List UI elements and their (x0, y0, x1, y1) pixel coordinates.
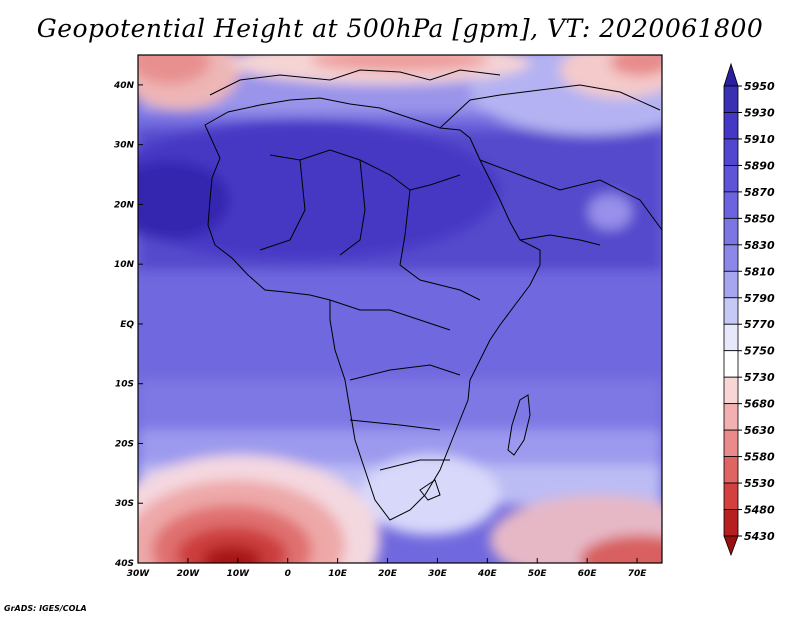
colorbar-swatch (723, 429, 739, 457)
colorbar-swatch (723, 509, 739, 537)
colorbar-level-label: 5890 (744, 159, 775, 172)
lon-tick-label: 10E (328, 569, 348, 579)
lat-tick-label: EQ (120, 320, 134, 330)
lon-tick-label: 10W (227, 569, 251, 579)
colorbar-level-label: 5530 (744, 477, 775, 490)
longitude-axis: 30W 20W 10W 0 10E 20E 30E 40E 50E 60E 70E (127, 558, 647, 579)
lon-tick-label: 40E (477, 569, 498, 579)
colorbar-swatch (723, 456, 739, 484)
plot-frame (137, 54, 663, 564)
colorbar-level-label: 5930 (744, 106, 775, 119)
height-field (138, 55, 662, 563)
lat-tick-label: 30S (115, 499, 134, 509)
lon-tick-label: 30E (428, 569, 448, 579)
lon-tick-label: 70E (628, 569, 648, 579)
colorbar-min-arrow (723, 535, 739, 557)
map-title: Geopotential Height at 500hPa [gpm], VT:… (36, 14, 764, 43)
lat-tick-label: 40S (114, 559, 134, 569)
grads-credit: GrADS: IGES/COLA (4, 604, 87, 613)
latitude-axis: 40S 30S 20S 10S EQ 10N 20N 30N 40N (113, 81, 143, 569)
lon-tick-label: 20E (378, 569, 398, 579)
colorbar-level-label: 5850 (744, 212, 775, 225)
lat-tick-label: 10S (115, 380, 134, 390)
colorbar-level-label: 5810 (744, 265, 775, 278)
lon-tick-label: 20W (177, 569, 201, 579)
lat-tick-label: 40N (113, 81, 135, 91)
colorbar-swatch (723, 350, 739, 378)
colorbar-swatch (723, 270, 739, 299)
lon-tick-label: 50E (528, 569, 548, 579)
colorbar-level-label: 5830 (744, 239, 775, 252)
colorbar-level-label: 5480 (744, 504, 775, 517)
colorbar-swatch (723, 138, 739, 166)
colorbar-level-label: 5950 (744, 80, 775, 93)
colorbar-swatch (723, 244, 739, 272)
colorbar-swatch (723, 403, 739, 431)
colorbar-swatch (723, 165, 739, 193)
colorbar-swatch (723, 323, 739, 352)
colorbar-level-label: 5770 (744, 318, 775, 331)
colorbar-level-label: 5580 (744, 451, 775, 464)
colorbar-swatch (723, 217, 739, 246)
colorbar-level-label: 5730 (744, 371, 775, 384)
colorbar-level-label: 5430 (744, 530, 775, 543)
colorbar-swatch (723, 112, 739, 140)
colorbar-swatch (723, 376, 739, 405)
colorbar-swatch (723, 297, 739, 325)
colorbar-swatch (723, 191, 739, 219)
colorbar-level-label: 5680 (744, 398, 775, 411)
lat-tick-label: 20N (114, 200, 135, 210)
colorbar-level-label: 5630 (744, 424, 775, 437)
colorbar: 5950 5930 5910 5890 5870 5850 5830 5810 5790 5770… (723, 62, 775, 557)
colorbar-swatch (723, 85, 739, 113)
lon-tick-label: 0 (285, 569, 291, 579)
colorbar-level-label: 5910 (744, 133, 775, 146)
coastlines (204, 69, 662, 521)
lon-tick-label: 60E (578, 569, 598, 579)
colorbar-max-arrow (723, 62, 739, 87)
lat-tick-label: 30N (114, 141, 135, 151)
colorbar-level-label: 5790 (744, 292, 775, 305)
lat-tick-label: 20S (115, 439, 134, 449)
lon-tick-label: 30W (127, 569, 151, 579)
colorbar-swatch (723, 482, 739, 510)
colorbar-level-label: 5750 (744, 345, 775, 358)
colorbar-level-label: 5870 (744, 186, 775, 199)
lat-tick-label: 10N (114, 260, 135, 270)
